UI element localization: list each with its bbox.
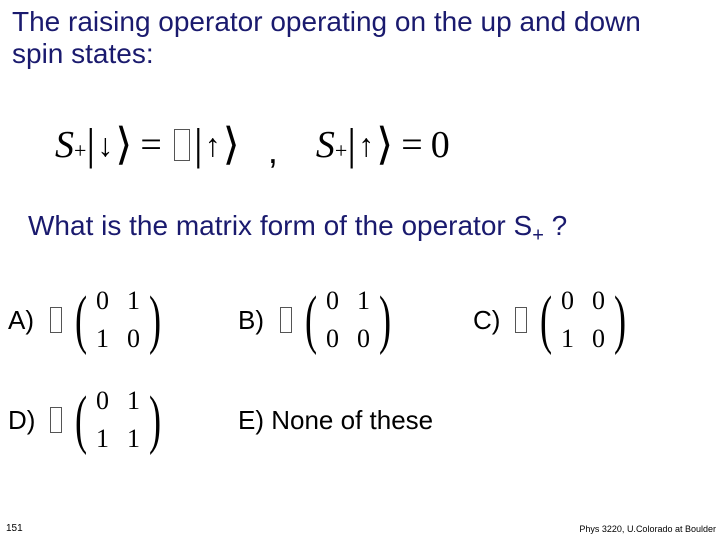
comma: , bbox=[268, 130, 278, 172]
intro-heading: The raising operator operating on the up… bbox=[12, 6, 652, 70]
cell: 1 bbox=[561, 324, 574, 354]
hbar-placeholder-a bbox=[50, 307, 62, 333]
cell: 1 bbox=[127, 386, 140, 416]
hbar-placeholder-c bbox=[515, 307, 527, 333]
cell: 1 bbox=[357, 286, 370, 316]
slide-number: 151 bbox=[6, 523, 23, 534]
hbar-placeholder-d bbox=[50, 407, 62, 433]
option-b: B) ( 0 1 0 0 ) bbox=[238, 286, 473, 354]
matrix-d: ( 0 1 1 1 ) bbox=[70, 386, 166, 454]
question-sub: + bbox=[532, 225, 544, 247]
question-text-post: ? bbox=[544, 210, 567, 241]
equals-2: = bbox=[401, 123, 422, 167]
cell: 0 bbox=[326, 324, 339, 354]
operator-s-2: S bbox=[316, 123, 335, 167]
cell: 0 bbox=[592, 324, 605, 354]
cell: 1 bbox=[127, 286, 140, 316]
option-a-label: A) bbox=[8, 305, 42, 336]
question-heading: What is the matrix form of the operator … bbox=[28, 210, 688, 248]
matrix-b: ( 0 1 0 0 ) bbox=[300, 286, 396, 354]
matrix-a: ( 0 1 1 0 ) bbox=[70, 286, 166, 354]
matrix-c: ( 0 0 1 0 ) bbox=[535, 286, 631, 354]
cell: 1 bbox=[127, 424, 140, 454]
footer-credit: Phys 3220, U.Colorado at Boulder bbox=[579, 524, 716, 534]
option-a: A) ( 0 1 1 0 ) bbox=[8, 286, 238, 354]
option-c: C) ( 0 0 1 0 ) bbox=[473, 286, 703, 354]
options-grid: A) ( 0 1 1 0 ) B) ( 0 1 0 bbox=[8, 270, 708, 470]
cell: 0 bbox=[127, 324, 140, 354]
cell: 0 bbox=[326, 286, 339, 316]
options-row-1: A) ( 0 1 1 0 ) B) ( 0 1 0 bbox=[8, 270, 708, 370]
cell: 0 bbox=[96, 286, 109, 316]
cell: 0 bbox=[561, 286, 574, 316]
arrow-up-2: ↑ bbox=[356, 127, 376, 164]
arrow-down: ↓ bbox=[95, 127, 115, 164]
option-e-label: E) None of these bbox=[238, 405, 433, 436]
hbar-placeholder-b bbox=[280, 307, 292, 333]
operator-sub-2: + bbox=[335, 138, 347, 164]
options-row-2: D) ( 0 1 1 1 ) E) None of these bbox=[8, 370, 708, 470]
hbar-placeholder-1 bbox=[174, 129, 190, 161]
ket-up: |↑⟩ bbox=[194, 127, 240, 164]
arrow-up: ↑ bbox=[203, 127, 223, 164]
result-zero: 0 bbox=[431, 123, 450, 167]
cell: 0 bbox=[96, 386, 109, 416]
cell: 1 bbox=[96, 424, 109, 454]
option-b-label: B) bbox=[238, 305, 272, 336]
equation-row: S+ |↓⟩ = |↑⟩ , S+ |↑⟩ = 0 bbox=[55, 110, 675, 180]
equation-1: S+ |↓⟩ = |↑⟩ bbox=[55, 123, 240, 167]
operator-sub: + bbox=[74, 138, 86, 164]
option-d: D) ( 0 1 1 1 ) bbox=[8, 386, 238, 454]
option-c-label: C) bbox=[473, 305, 507, 336]
ket-up-2: |↑⟩ bbox=[347, 127, 393, 164]
option-d-label: D) bbox=[8, 405, 42, 436]
option-e: E) None of these bbox=[238, 405, 598, 436]
cell: 0 bbox=[592, 286, 605, 316]
equation-2: S+ |↑⟩ = 0 bbox=[316, 123, 450, 167]
question-text-pre: What is the matrix form of the operator … bbox=[28, 210, 532, 241]
operator-s: S bbox=[55, 123, 74, 167]
ket-down: |↓⟩ bbox=[86, 127, 132, 164]
cell: 1 bbox=[96, 324, 109, 354]
equals-1: = bbox=[140, 123, 161, 167]
cell: 0 bbox=[357, 324, 370, 354]
